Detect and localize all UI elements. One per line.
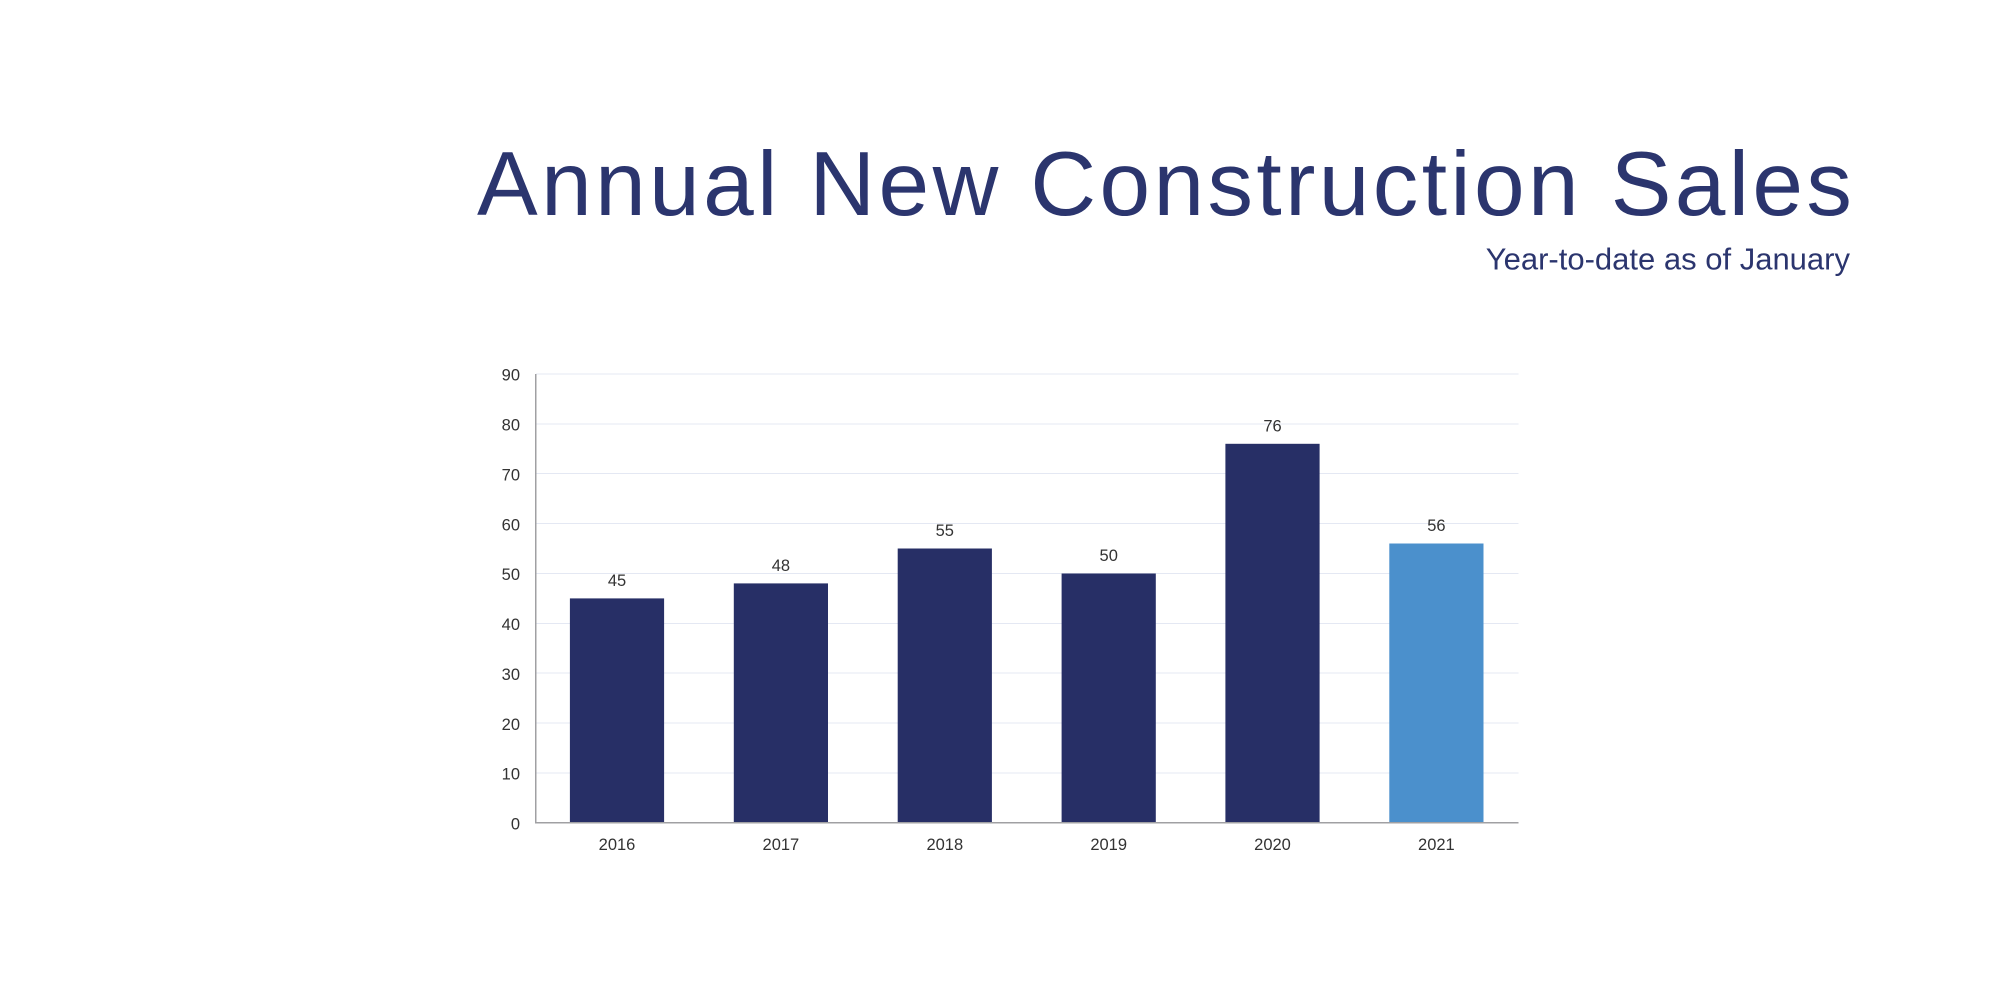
svg-text:40: 40 — [502, 616, 520, 634]
svg-text:90: 90 — [502, 367, 520, 385]
svg-text:76: 76 — [1263, 417, 1281, 435]
svg-text:2020: 2020 — [1254, 836, 1291, 854]
svg-text:50: 50 — [502, 566, 520, 584]
svg-text:2019: 2019 — [1090, 836, 1127, 854]
svg-text:2018: 2018 — [926, 836, 963, 854]
svg-text:56: 56 — [1427, 517, 1445, 535]
svg-text:70: 70 — [502, 466, 520, 484]
svg-text:48: 48 — [772, 557, 790, 575]
svg-text:20: 20 — [502, 716, 520, 734]
svg-text:Year-to-date as of January: Year-to-date as of January — [1486, 242, 1851, 277]
svg-text:2016: 2016 — [599, 836, 636, 854]
svg-text:0: 0 — [511, 816, 520, 834]
svg-text:2017: 2017 — [763, 836, 800, 854]
svg-text:2021: 2021 — [1418, 836, 1455, 854]
svg-text:45: 45 — [608, 572, 626, 590]
svg-text:Annual New Construction Sales: Annual New Construction Sales — [477, 134, 1855, 235]
svg-text:30: 30 — [502, 666, 520, 684]
svg-text:60: 60 — [502, 516, 520, 534]
svg-text:80: 80 — [502, 417, 520, 435]
svg-text:55: 55 — [936, 522, 954, 540]
svg-text:50: 50 — [1100, 547, 1118, 565]
svg-text:10: 10 — [502, 766, 520, 784]
